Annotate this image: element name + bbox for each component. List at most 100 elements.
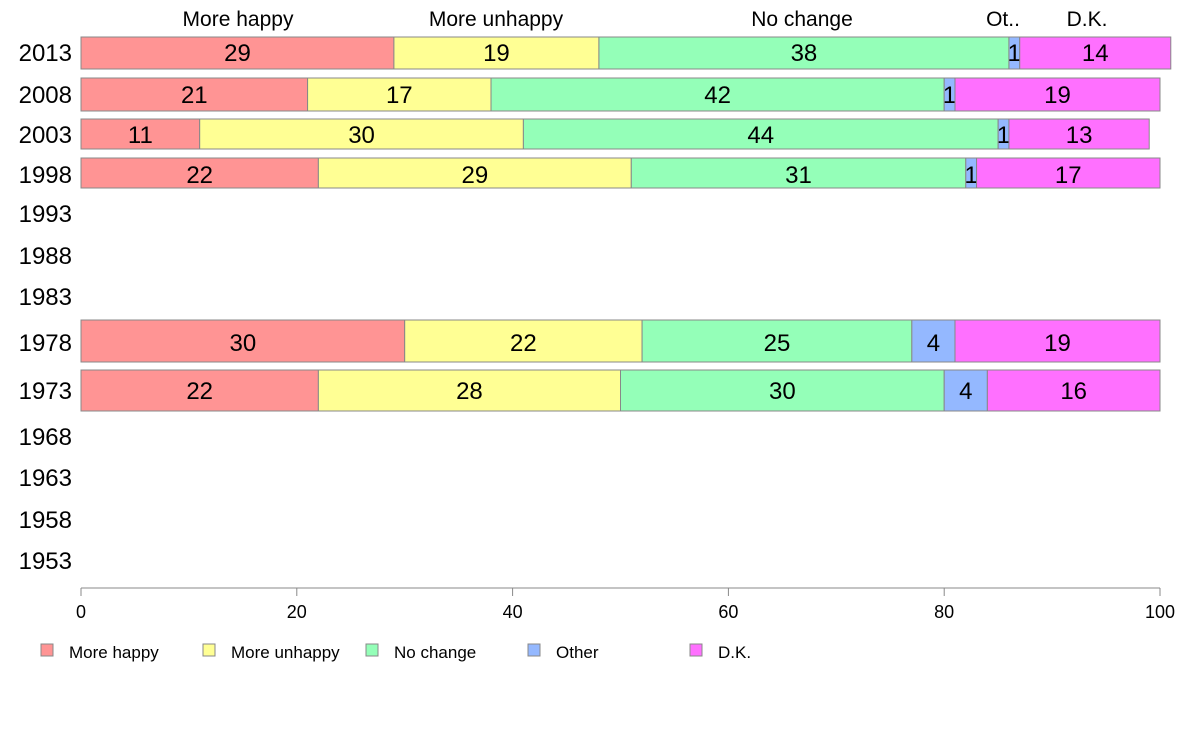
x-tick-label: 60: [718, 602, 738, 622]
x-tick-label: 0: [76, 602, 86, 622]
bar-value-label: 38: [791, 40, 818, 67]
bar-row-2003: 11 30 44 1 13: [80, 118, 1150, 150]
column-header-label: More happy: [183, 8, 294, 31]
bar-segment: [943, 369, 988, 412]
year-label: 1988: [19, 243, 72, 270]
bar-segment: [307, 77, 492, 112]
bar-value-label: 4: [927, 330, 940, 357]
year-label: 1978: [19, 330, 72, 357]
bar-segment: [620, 369, 945, 412]
bar-row-1978: 30 22 25 4 19: [80, 319, 1161, 363]
legend-label: D.K.: [718, 643, 751, 662]
bar-segment: [630, 157, 967, 189]
bar-segment: [80, 77, 309, 112]
legend-item: More happy: [40, 643, 159, 662]
x-tick-label: 80: [934, 602, 954, 622]
bar-value-label: 1: [943, 82, 956, 109]
bar-row-2013: 29 19 38 1 14: [80, 36, 1172, 70]
bar-segment: [598, 36, 1010, 70]
bar-value-label: 14: [1082, 40, 1109, 67]
bar-value-label: 25: [764, 330, 791, 357]
legend-swatch: [365, 643, 379, 657]
bar-value-label: 30: [348, 122, 375, 149]
legend-label: No change: [394, 643, 476, 662]
x-axis: 0 20 40 60 80 100: [76, 587, 1175, 622]
bar-value-label: 19: [1044, 330, 1071, 357]
bar-value-label: 19: [1044, 82, 1071, 109]
bar-value-label: 22: [186, 162, 213, 189]
year-label: 1983: [19, 284, 72, 311]
year-label: 1998: [19, 162, 72, 189]
bar-value-label: 29: [461, 162, 488, 189]
bar-value-label: 28: [456, 378, 483, 405]
bar-value-label: 29: [224, 40, 251, 67]
bar-segment: [1019, 36, 1172, 70]
legend-swatch: [527, 643, 541, 657]
bar-segment: [911, 319, 956, 363]
column-header-labels: More happy More unhappy No change Ot.. D.K.: [183, 8, 1108, 31]
legend-label: Other: [556, 643, 599, 662]
year-label: 1993: [19, 201, 72, 228]
bar-value-label: 42: [704, 82, 731, 109]
bar-value-label: 21: [181, 82, 208, 109]
bar-row-1973: 22 28 30 4 16: [80, 369, 1161, 412]
year-label: 2013: [19, 40, 72, 67]
bar-value-label: 44: [747, 122, 774, 149]
year-label: 1953: [19, 548, 72, 575]
bar-value-label: 31: [785, 162, 812, 189]
bar-value-label: 17: [386, 82, 413, 109]
legend: More happy More unhappy No change Other D.K.: [40, 643, 751, 662]
column-header-label: No change: [751, 8, 853, 31]
bar-segment: [641, 319, 913, 363]
bar-segment: [80, 319, 406, 363]
legend-swatch: [689, 643, 703, 657]
bar-segment: [976, 157, 1161, 189]
bar-value-label: 4: [959, 378, 972, 405]
legend-item: Other: [527, 643, 599, 662]
bar-segment: [80, 118, 201, 150]
year-label: 1973: [19, 378, 72, 405]
bar-value-label: 22: [186, 378, 213, 405]
bar-value-label: 17: [1055, 162, 1082, 189]
x-tick-label: 40: [503, 602, 523, 622]
year-label: 1958: [19, 507, 72, 534]
year-label: 1968: [19, 424, 72, 451]
bar-segment: [954, 77, 1161, 112]
bar-value-label: 1: [997, 122, 1010, 149]
legend-swatch: [202, 643, 216, 657]
bar-value-label: 19: [483, 40, 510, 67]
bar-segment: [954, 319, 1161, 363]
bar-value-label: 13: [1066, 122, 1093, 149]
legend-label: More unhappy: [231, 643, 340, 662]
column-header-label: More unhappy: [429, 8, 564, 31]
bar-segment: [80, 369, 319, 412]
bar-segment: [317, 369, 621, 412]
bar-segment: [80, 36, 395, 70]
x-tick-label: 20: [287, 602, 307, 622]
bar-value-label: 16: [1060, 378, 1087, 405]
year-label: 1963: [19, 465, 72, 492]
bar-row-2008: 21 17 42 1 19: [80, 77, 1161, 112]
bar-row-1998: 22 29 31 1 17: [80, 157, 1161, 189]
legend-label: More happy: [69, 643, 159, 662]
legend-item: More unhappy: [202, 643, 340, 662]
legend-swatch: [40, 643, 54, 657]
year-label: 2003: [19, 122, 72, 149]
bar-segment: [393, 36, 600, 70]
bar-segment: [404, 319, 643, 363]
year-axis-labels: 2013 2008 2003 1998 1993 1988 1983 1978 1973 1968…: [19, 40, 72, 575]
bar-value-label: 30: [769, 378, 796, 405]
bar-segment: [490, 77, 945, 112]
bar-segment: [522, 118, 999, 150]
legend-item: No change: [365, 643, 476, 662]
bar-segment: [1008, 118, 1150, 150]
column-header-label: D.K.: [1067, 8, 1108, 31]
bar-segment: [80, 157, 319, 189]
column-header-label: Ot..: [986, 8, 1020, 31]
bar-value-label: 30: [229, 330, 256, 357]
x-tick-label: 100: [1145, 602, 1175, 622]
legend-item: D.K.: [689, 643, 751, 662]
bar-value-label: 22: [510, 330, 537, 357]
